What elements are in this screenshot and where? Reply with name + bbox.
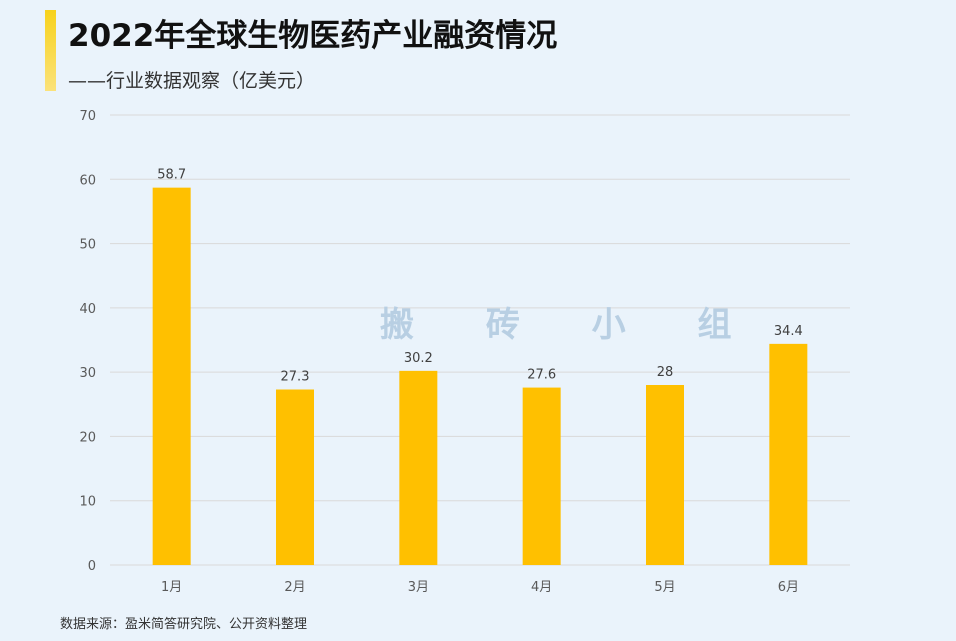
x-axis-tick-labels: 1月 2月 3月 4月 5月 6月 — [161, 580, 799, 595]
y-tick-label: 10 — [79, 495, 96, 510]
chart-title: 2022年全球生物医药产业融资情况 — [68, 18, 558, 54]
x-tick-label: 3月 — [408, 580, 429, 595]
x-tick-label: 1月 — [161, 580, 182, 595]
y-tick-label: 30 — [79, 366, 96, 381]
y-tick-label: 70 — [79, 109, 96, 124]
bar — [646, 385, 684, 565]
y-axis-tick-labels: 0 10 20 30 40 50 60 70 — [79, 109, 96, 574]
y-tick-label: 60 — [79, 173, 96, 188]
data-label: 27.6 — [527, 368, 556, 383]
grid-lines — [110, 114, 850, 566]
data-label: 28 — [657, 365, 674, 380]
y-tick-label: 40 — [79, 302, 96, 317]
y-tick-label: 50 — [79, 238, 96, 253]
bar — [522, 387, 561, 565]
bar — [399, 370, 438, 565]
data-label: 27.3 — [281, 370, 310, 385]
watermark-text: 搬 砖 小 组 — [380, 305, 762, 345]
bar — [152, 187, 191, 565]
data-label: 58.7 — [157, 168, 186, 183]
x-tick-label: 6月 — [778, 580, 799, 595]
bars — [152, 187, 808, 565]
chart-subtitle: ——行业数据观察（亿美元） — [68, 70, 316, 92]
x-tick-label: 5月 — [654, 580, 675, 595]
data-labels: 58.7 27.3 30.2 27.6 28 34.4 — [157, 168, 803, 385]
bar — [276, 389, 314, 565]
title-accent-bar — [45, 10, 56, 91]
data-label: 34.4 — [774, 324, 803, 339]
x-tick-label: 2月 — [284, 580, 305, 595]
data-source-note: 数据来源：盈米简答研究院、公开资料整理 — [60, 617, 308, 632]
x-tick-label: 4月 — [531, 580, 552, 595]
y-tick-label: 20 — [79, 430, 96, 445]
y-tick-label: 0 — [88, 559, 96, 574]
data-label: 30.2 — [404, 351, 433, 366]
bar — [769, 343, 808, 565]
